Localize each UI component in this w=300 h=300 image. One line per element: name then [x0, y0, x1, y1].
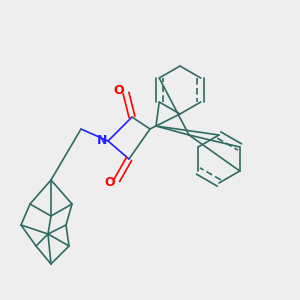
Text: O: O: [104, 176, 115, 190]
Text: N: N: [97, 134, 107, 148]
Text: O: O: [113, 83, 124, 97]
